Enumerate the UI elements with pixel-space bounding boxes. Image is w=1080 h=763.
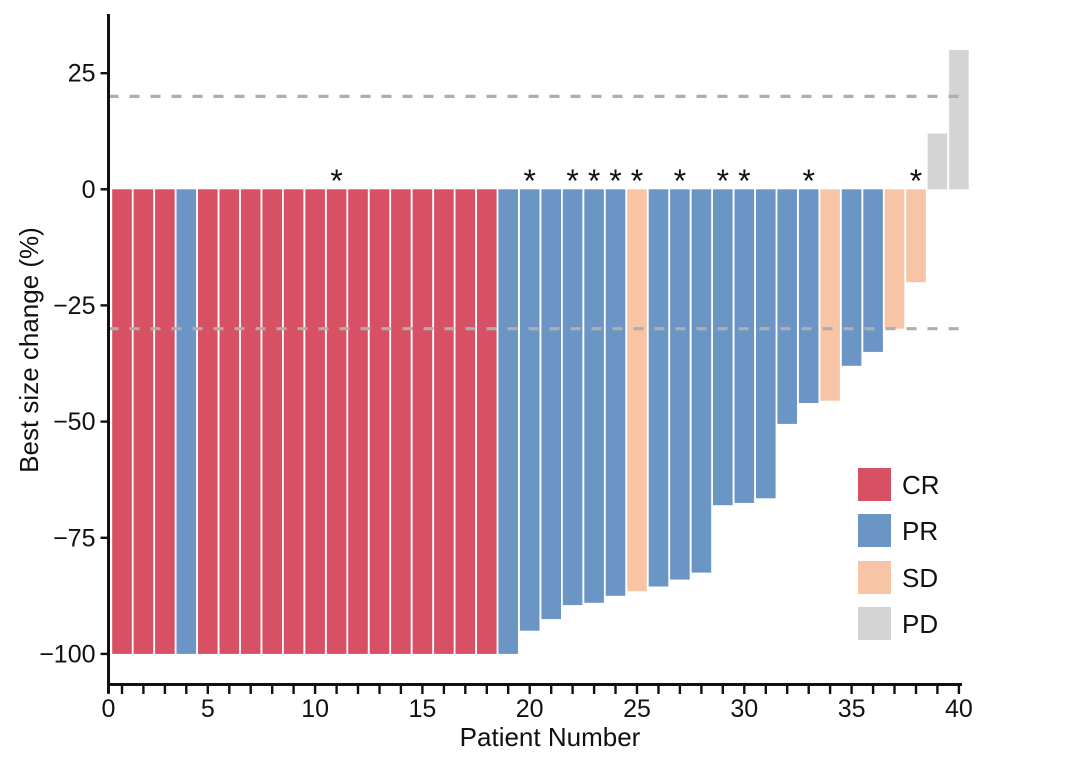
bar-patient-6-cr xyxy=(219,189,240,654)
bar-patient-18-cr xyxy=(477,189,497,654)
x-tick-label-15: 15 xyxy=(408,695,436,723)
legend-swatch-pd xyxy=(858,607,891,640)
bar-patient-16-cr xyxy=(434,189,454,654)
legend-label-pr: PR xyxy=(902,516,938,546)
x-tick-label-20: 20 xyxy=(516,695,544,723)
legend-swatch-pr xyxy=(858,514,891,547)
bar-patient-8-cr xyxy=(262,189,282,654)
bar-patient-7-cr xyxy=(240,189,261,654)
bar-patient-21-pr xyxy=(541,189,561,620)
bar-patient-3-cr xyxy=(155,189,175,654)
bar-patient-38-sd xyxy=(906,189,926,283)
legend-label-pd: PD xyxy=(902,609,938,639)
x-tick-label-40: 40 xyxy=(945,695,973,723)
x-tick-label-35: 35 xyxy=(838,695,866,723)
bar-patient-22-pr xyxy=(562,189,583,606)
bar-patient-1-cr xyxy=(112,189,132,654)
asterisk-patient-25: * xyxy=(631,163,643,199)
bar-patient-35-pr xyxy=(841,189,862,366)
asterisk-patient-24: * xyxy=(609,163,621,199)
bar-patient-33-pr xyxy=(798,189,819,403)
bar-patient-30-pr xyxy=(734,189,755,503)
bar-patient-34-sd xyxy=(820,189,840,401)
bar-patient-37-sd xyxy=(884,189,905,329)
bar-patient-24-pr xyxy=(605,189,626,596)
asterisk-patient-22: * xyxy=(566,163,578,199)
bar-patient-28-pr xyxy=(691,189,712,573)
bar-patient-31-pr xyxy=(756,189,776,499)
bar-patient-23-pr xyxy=(584,189,604,603)
bar-patient-11-cr xyxy=(326,189,347,654)
bar-patient-12-cr xyxy=(348,189,368,654)
y-axis-title: Best size change (%) xyxy=(14,227,44,473)
y-tick-label--75: −75 xyxy=(53,524,95,552)
y-ticks-group: 25 0 −25 −50 −75 −100 xyxy=(39,60,107,668)
legend: CR PR SD PD xyxy=(858,468,940,640)
y-tick-label-0: 0 xyxy=(82,176,96,204)
bars-group xyxy=(112,49,969,654)
y-tick-label--25: −25 xyxy=(53,292,95,320)
bar-patient-29-pr xyxy=(713,189,733,506)
x-axis-title: Patient Number xyxy=(460,722,641,752)
bar-patient-13-cr xyxy=(369,189,390,654)
x-tick-label-5: 5 xyxy=(201,695,215,723)
bar-patient-15-cr xyxy=(412,189,433,654)
legend-swatch-cr xyxy=(858,468,891,501)
y-tick-label-25: 25 xyxy=(68,60,96,88)
bar-patient-9-cr xyxy=(283,189,304,654)
asterisk-patient-29: * xyxy=(717,163,729,199)
y-tick-label--50: −50 xyxy=(53,408,95,436)
axes-group: 25 0 −25 −50 −75 −100 0 5 10 15 20 25 30 35 40 xyxy=(39,14,973,723)
asterisk-patient-11: * xyxy=(330,163,342,199)
x-tick-label-25: 25 xyxy=(623,695,651,723)
bar-patient-26-pr xyxy=(648,189,669,587)
asterisk-patient-27: * xyxy=(674,163,686,199)
bar-patient-19-pr xyxy=(498,189,518,654)
asterisk-markers-group: * * * * * * * * * * * xyxy=(330,163,922,199)
bar-patient-32-pr xyxy=(777,189,797,424)
x-tick-label-10: 10 xyxy=(301,695,329,723)
bar-patient-14-cr xyxy=(391,189,411,654)
asterisk-patient-23: * xyxy=(588,163,600,199)
bar-patient-5-cr xyxy=(198,189,218,654)
asterisk-patient-33: * xyxy=(802,163,814,199)
bar-patient-27-pr xyxy=(670,189,690,580)
bar-patient-4-pr xyxy=(176,189,197,654)
x-tick-label-30: 30 xyxy=(730,695,758,723)
bar-patient-2-cr xyxy=(133,189,154,654)
legend-swatch-sd xyxy=(858,561,891,594)
asterisk-patient-20: * xyxy=(523,163,535,199)
asterisk-patient-30: * xyxy=(738,163,750,199)
bar-patient-39-pd xyxy=(927,133,948,190)
x-ticks-group: 0 5 10 15 20 25 30 35 40 xyxy=(102,686,973,723)
bar-patient-36-pr xyxy=(863,189,883,352)
x-tick-label-0: 0 xyxy=(102,695,116,723)
bar-patient-10-cr xyxy=(305,189,325,654)
reference-lines-group xyxy=(108,94,962,331)
bar-patient-25-sd xyxy=(627,189,647,592)
y-tick-label--100: −100 xyxy=(39,640,95,668)
bar-patient-17-cr xyxy=(455,189,476,654)
bar-patient-40-pd xyxy=(949,49,969,190)
bar-patient-20-pr xyxy=(519,189,540,631)
legend-label-cr: CR xyxy=(902,470,940,500)
asterisk-patient-38: * xyxy=(910,163,922,199)
legend-label-sd: SD xyxy=(902,563,938,593)
